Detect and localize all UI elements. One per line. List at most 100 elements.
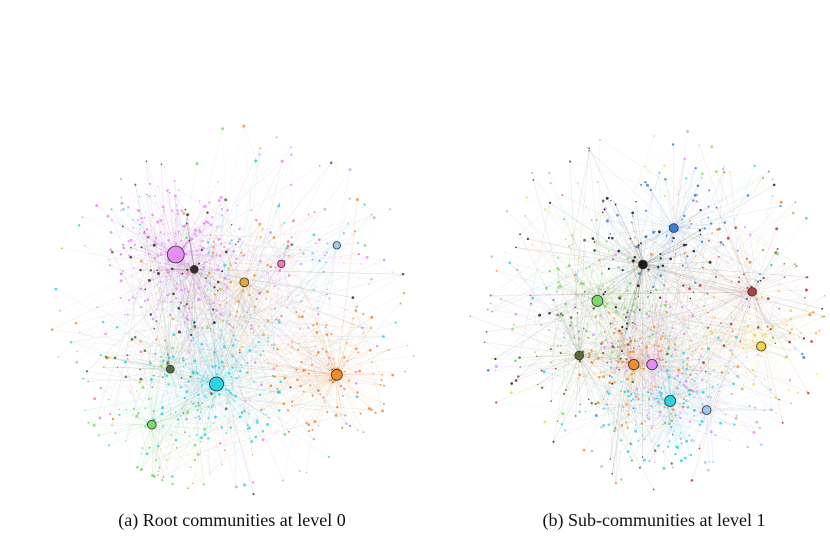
edge	[549, 250, 738, 314]
node	[177, 189, 180, 191]
edge	[570, 325, 594, 335]
edge	[105, 356, 171, 370]
edge	[275, 263, 282, 320]
edge	[642, 231, 660, 265]
node	[235, 290, 237, 292]
node	[220, 329, 222, 331]
node	[138, 232, 141, 234]
edge	[173, 274, 404, 335]
node	[685, 177, 688, 180]
node	[469, 315, 471, 317]
edge	[198, 257, 368, 300]
edge	[189, 387, 221, 437]
edge	[149, 183, 177, 255]
node	[214, 316, 217, 318]
node	[681, 264, 684, 267]
node	[775, 412, 777, 415]
edge	[633, 243, 723, 365]
edge	[579, 323, 611, 356]
edge	[220, 255, 258, 300]
node	[197, 377, 199, 380]
edge	[669, 400, 688, 442]
edge	[214, 350, 389, 382]
edge	[211, 265, 225, 394]
edge	[108, 399, 152, 425]
node	[171, 347, 174, 350]
node	[631, 459, 633, 462]
node	[176, 282, 178, 285]
edge	[750, 234, 772, 411]
edge	[744, 227, 796, 265]
edge	[226, 263, 282, 304]
node	[144, 407, 147, 409]
node	[600, 426, 603, 429]
edge	[175, 254, 271, 278]
node	[207, 251, 210, 254]
edge	[259, 327, 363, 395]
node	[629, 356, 632, 359]
edge	[190, 329, 217, 385]
edge	[603, 303, 635, 365]
edge	[94, 424, 152, 426]
node	[687, 388, 691, 392]
edge	[222, 215, 350, 381]
edge	[610, 323, 764, 348]
edge	[105, 336, 384, 357]
node	[603, 330, 606, 333]
node	[152, 375, 154, 377]
edge	[649, 336, 725, 346]
node	[561, 412, 565, 416]
edge	[226, 242, 359, 304]
node	[229, 314, 231, 317]
node	[189, 466, 192, 469]
node	[313, 211, 316, 214]
node	[671, 434, 674, 436]
node	[348, 197, 352, 200]
edge	[593, 228, 677, 309]
edge	[526, 197, 762, 347]
node	[305, 471, 308, 474]
edge	[673, 227, 688, 257]
node	[489, 294, 492, 297]
edge	[487, 309, 762, 351]
node	[342, 395, 345, 397]
node	[617, 360, 620, 364]
edge	[633, 262, 751, 365]
edge	[707, 291, 753, 313]
edge	[326, 334, 372, 410]
edge	[145, 328, 211, 427]
node	[217, 289, 219, 292]
edge	[226, 251, 264, 351]
edge	[519, 355, 580, 358]
edge	[216, 275, 290, 311]
edge	[686, 358, 762, 445]
node	[745, 324, 749, 328]
node	[715, 170, 718, 173]
network-graph-level0	[50, 124, 415, 496]
node	[235, 316, 237, 318]
edge	[268, 272, 275, 345]
edge	[530, 286, 752, 296]
node	[201, 402, 203, 405]
node	[733, 365, 736, 368]
node	[630, 456, 632, 458]
node	[650, 291, 652, 294]
edge	[651, 324, 711, 365]
edge	[174, 195, 204, 485]
node	[603, 345, 606, 349]
edge	[641, 184, 674, 229]
edge	[633, 364, 673, 421]
node	[155, 320, 158, 323]
edge	[139, 196, 210, 203]
edge	[326, 351, 347, 424]
node	[266, 263, 269, 267]
edge	[696, 256, 720, 374]
edge	[216, 383, 258, 421]
node	[201, 239, 204, 243]
edge	[612, 368, 632, 474]
node	[145, 228, 149, 231]
edge	[196, 250, 237, 292]
edge	[170, 326, 196, 370]
edge	[175, 254, 269, 274]
node	[495, 269, 498, 272]
